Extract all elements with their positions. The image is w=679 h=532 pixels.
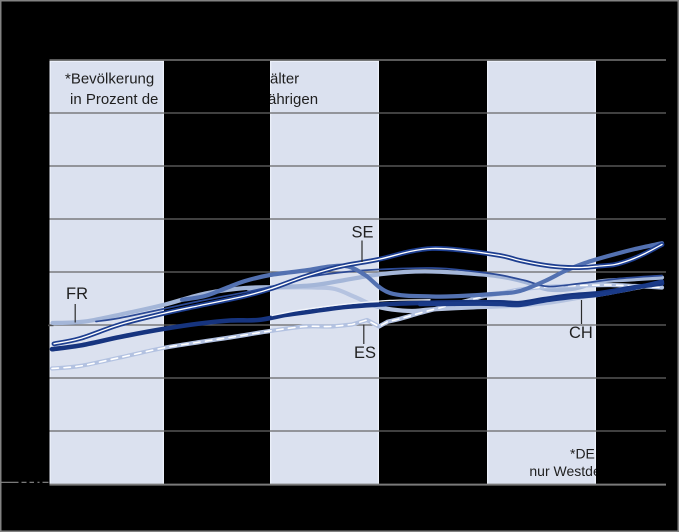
svg-text:SE: SE bbox=[352, 223, 374, 241]
svg-text:CH: CH bbox=[569, 324, 593, 342]
svg-text:nur Westdeutschland: nur Westdeutschland bbox=[529, 463, 660, 479]
svg-text:ährigen: ährigen bbox=[268, 91, 318, 108]
svg-text:*DE bis 1990: *DE bis 1990 bbox=[570, 446, 652, 462]
svg-text:FR: FR bbox=[66, 285, 88, 303]
svg-text:*Bevölkerung: *Bevölkerung bbox=[65, 71, 154, 88]
svg-text:in Prozent de: in Prozent de bbox=[70, 91, 158, 108]
svg-text:älter: älter bbox=[270, 71, 299, 88]
svg-text:ES: ES bbox=[354, 344, 376, 362]
